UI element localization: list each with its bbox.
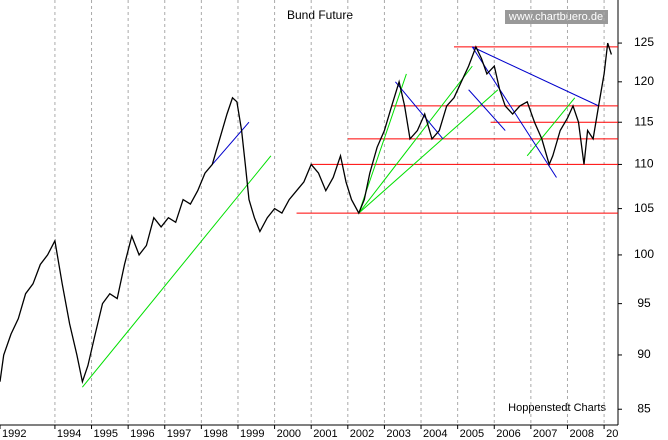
x-tick-label: 2000 (277, 428, 301, 440)
source: Hoppenstedt Charts (508, 402, 606, 414)
x-tick-label: 2007 (533, 428, 557, 440)
x-tick-label: 2006 (496, 428, 520, 440)
chart-title: Bund Future (287, 8, 353, 22)
x-tick-label: 1997 (167, 428, 191, 440)
x-tick-label: 1998 (203, 428, 227, 440)
y-tick-label: 125 (634, 35, 654, 49)
y-tick-label: 105 (634, 201, 654, 215)
trend-line (81, 155, 272, 388)
x-tick-label: 2002 (350, 428, 374, 440)
trend-line (468, 89, 506, 131)
x-tick-label: 2004 (423, 428, 447, 440)
x-tick-label: 20 (606, 428, 618, 440)
x-tick-label: 1999 (240, 428, 264, 440)
y-tick-label: 115 (634, 114, 653, 128)
x-tick-label: 1994 (57, 428, 81, 440)
x-tick-label: 2003 (386, 428, 410, 440)
y-tick-label: 120 (634, 74, 654, 88)
x-tick-label: 1995 (94, 428, 118, 440)
x-tick-label: 1996 (130, 428, 154, 440)
y-tick-label: 95 (637, 296, 651, 310)
trend-line (395, 81, 444, 140)
watermark: www.chartbuero.de (508, 11, 603, 23)
trend-line (211, 121, 250, 165)
x-tick-label: 2008 (569, 428, 593, 440)
trend-line (358, 89, 499, 214)
trend-line (526, 97, 576, 157)
y-tick-label: 85 (637, 401, 651, 415)
trend-line (472, 46, 599, 107)
x-tick-label: 1992 (2, 428, 26, 440)
x-tick-label: 2001 (313, 428, 337, 440)
y-tick-label: 100 (634, 247, 654, 261)
trend-line (358, 65, 473, 214)
price-line (0, 42, 613, 385)
x-tick-label: 2005 (460, 428, 484, 440)
y-tick-label: 90 (637, 347, 651, 361)
y-tick-label: 110 (634, 157, 653, 171)
